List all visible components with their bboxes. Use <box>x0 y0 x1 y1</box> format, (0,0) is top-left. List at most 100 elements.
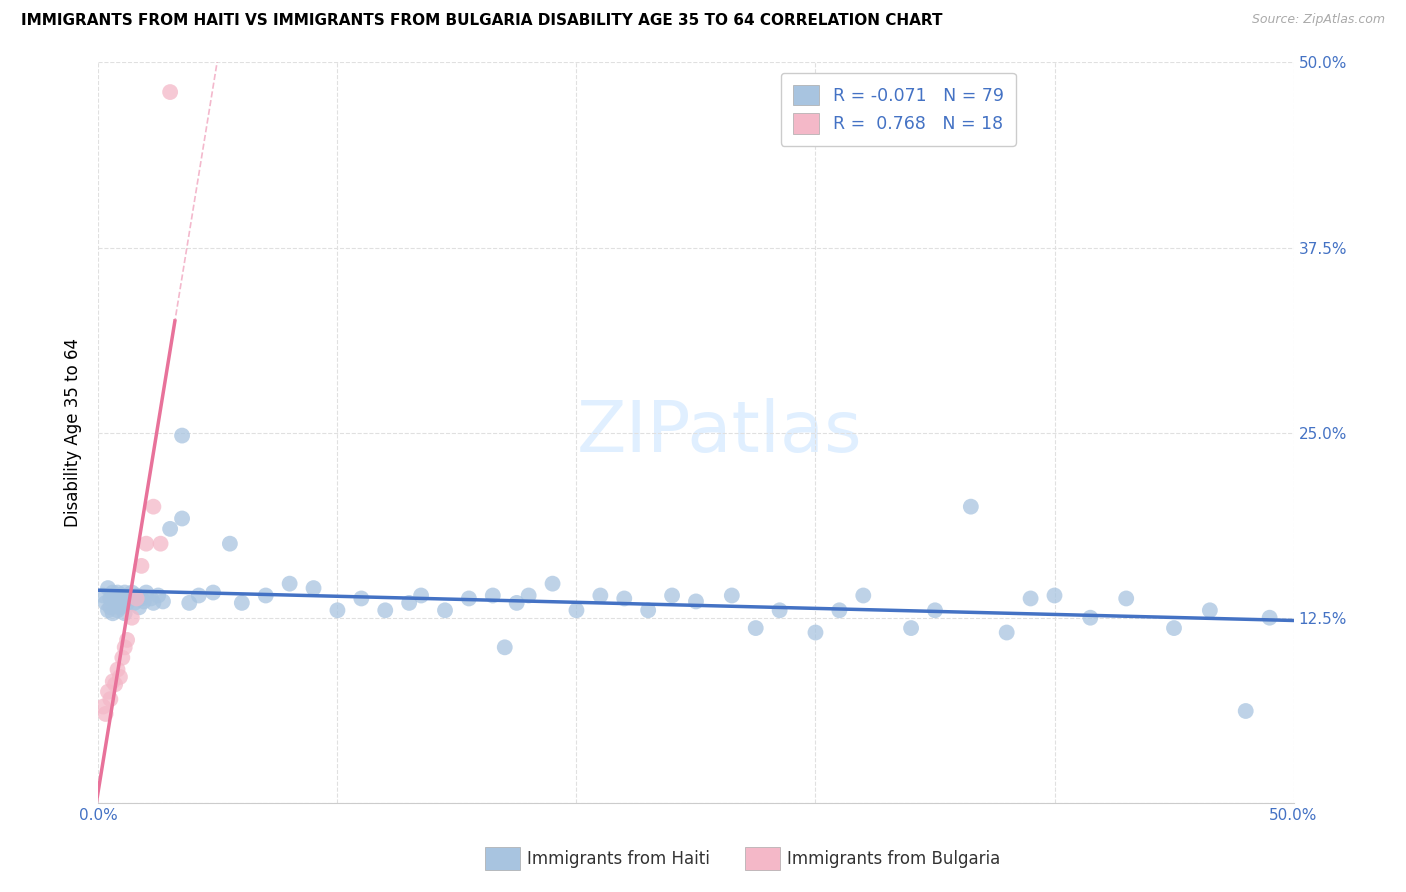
Point <box>111 650 134 665</box>
Point <box>121 610 143 624</box>
Point <box>108 600 131 615</box>
Point <box>219 536 242 550</box>
Point <box>685 594 707 608</box>
Point <box>1043 589 1066 603</box>
Point <box>398 596 420 610</box>
Point <box>98 692 122 706</box>
Point <box>202 585 225 599</box>
Point <box>97 581 120 595</box>
Point <box>721 589 744 603</box>
Point <box>159 522 181 536</box>
Point <box>104 596 127 610</box>
Point <box>768 603 790 617</box>
Point <box>172 428 194 442</box>
Point <box>121 585 143 599</box>
Y-axis label: Disability Age 35 to 64: Disability Age 35 to 64 <box>65 338 83 527</box>
Point <box>94 596 117 610</box>
Point <box>1199 603 1222 617</box>
Point <box>1019 591 1042 606</box>
Point <box>131 591 153 606</box>
Point <box>613 591 636 606</box>
Point <box>565 603 588 617</box>
Point <box>179 596 201 610</box>
Point <box>135 585 157 599</box>
Point <box>1080 610 1102 624</box>
Point <box>135 536 157 550</box>
Point <box>254 589 277 603</box>
Point <box>411 589 433 603</box>
Point <box>1258 610 1281 624</box>
Point <box>97 685 120 699</box>
Point <box>128 600 150 615</box>
Point <box>104 677 127 691</box>
Point <box>115 632 138 647</box>
Point <box>125 589 148 603</box>
Point <box>108 591 131 606</box>
Point <box>302 581 325 595</box>
Point <box>1115 591 1137 606</box>
Point <box>506 596 529 610</box>
Point <box>107 603 129 617</box>
Point <box>231 596 253 610</box>
Point <box>149 536 172 550</box>
Point <box>118 591 141 606</box>
Point <box>494 640 516 655</box>
Point <box>924 603 946 617</box>
Point <box>745 621 768 635</box>
Point <box>124 596 146 610</box>
Point <box>94 706 117 721</box>
Point <box>98 600 122 615</box>
Point <box>187 589 209 603</box>
Point <box>107 663 129 677</box>
Point <box>661 589 683 603</box>
Point <box>481 589 505 603</box>
Point <box>132 594 155 608</box>
Point <box>111 594 134 608</box>
Point <box>637 603 659 617</box>
Point <box>142 500 165 514</box>
Point <box>326 603 349 617</box>
Point <box>900 621 922 635</box>
Point <box>91 699 114 714</box>
Text: Source: ZipAtlas.com: Source: ZipAtlas.com <box>1251 13 1385 27</box>
Point <box>374 603 396 617</box>
Point <box>115 596 138 610</box>
Point <box>104 589 127 603</box>
Point <box>960 500 983 514</box>
Point <box>804 625 827 640</box>
Point <box>589 589 612 603</box>
Point <box>101 607 124 621</box>
Point <box>1234 704 1257 718</box>
Text: IMMIGRANTS FROM HAITI VS IMMIGRANTS FROM BULGARIA DISABILITY AGE 35 TO 64 CORREL: IMMIGRANTS FROM HAITI VS IMMIGRANTS FROM… <box>21 13 942 29</box>
Point <box>131 558 153 573</box>
Point <box>1163 621 1185 635</box>
Point <box>101 674 124 689</box>
Point <box>139 591 162 606</box>
Point <box>108 670 131 684</box>
Point <box>541 576 564 591</box>
Point <box>278 576 301 591</box>
Legend: R = -0.071   N = 79, R =  0.768   N = 18: R = -0.071 N = 79, R = 0.768 N = 18 <box>780 72 1017 145</box>
Point <box>995 625 1018 640</box>
Point <box>142 596 165 610</box>
Point <box>152 594 174 608</box>
Point <box>101 585 124 599</box>
Point <box>97 603 120 617</box>
Text: ZIPatlas: ZIPatlas <box>576 398 863 467</box>
Point <box>852 589 875 603</box>
Point <box>159 85 181 99</box>
Point <box>114 585 136 599</box>
Point <box>98 591 122 606</box>
Point <box>91 589 114 603</box>
Point <box>115 589 138 603</box>
Point <box>172 511 194 525</box>
Point <box>107 585 129 599</box>
Point <box>828 603 851 617</box>
Point <box>148 589 170 603</box>
Point <box>125 591 148 606</box>
Point <box>458 591 481 606</box>
Text: Immigrants from Bulgaria: Immigrants from Bulgaria <box>787 850 1001 868</box>
Point <box>111 589 134 603</box>
Point <box>434 603 457 617</box>
Point <box>350 591 373 606</box>
